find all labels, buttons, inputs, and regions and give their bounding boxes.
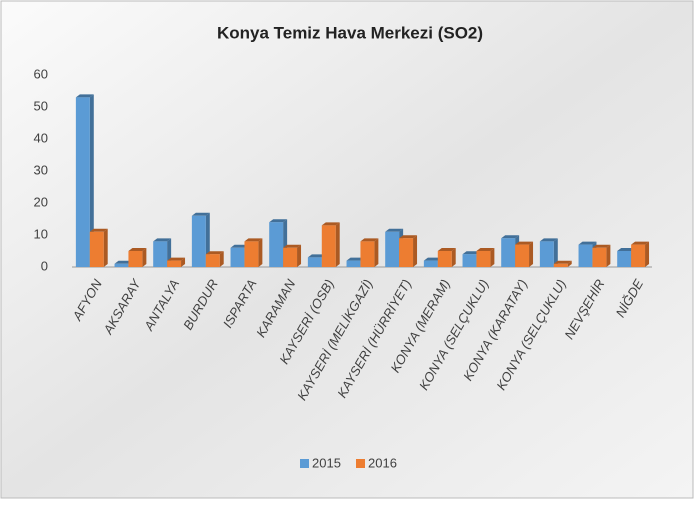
bar-top — [592, 244, 611, 248]
y-tick-label: 20 — [34, 194, 48, 209]
bar-top — [617, 248, 636, 251]
bar-top — [578, 241, 597, 245]
bar — [128, 251, 143, 267]
bar-side — [553, 238, 558, 267]
bar — [114, 263, 129, 267]
chart-title: Konya Temiz Hava Merkezi (SO2) — [217, 23, 483, 42]
bar — [423, 260, 438, 267]
bar — [399, 238, 414, 267]
bar-side — [413, 235, 418, 267]
bar-top — [283, 244, 302, 248]
bar-top — [153, 238, 172, 242]
bar — [462, 254, 477, 267]
bar — [592, 247, 607, 267]
bar-side — [645, 241, 650, 267]
bar-top — [89, 228, 108, 232]
bar-top — [399, 235, 418, 239]
bar — [539, 241, 554, 267]
bar-top — [244, 238, 263, 242]
bar — [167, 260, 182, 267]
y-tick-label: 50 — [34, 98, 48, 113]
bar-top — [476, 248, 495, 251]
bar-side — [490, 248, 495, 267]
bar-side — [567, 260, 572, 267]
bar-side — [142, 248, 147, 267]
bar-top — [515, 241, 534, 245]
bar-top — [191, 212, 210, 216]
bar-side — [374, 238, 379, 267]
bar — [515, 244, 530, 267]
bar-top — [631, 241, 650, 245]
legend-swatch — [356, 459, 365, 468]
bar — [631, 244, 646, 267]
bar — [501, 238, 516, 267]
bar-top — [423, 257, 442, 261]
bar-side — [297, 244, 302, 267]
bar-top — [385, 228, 404, 232]
bar-side — [181, 257, 186, 267]
bar-side — [529, 241, 534, 267]
bar — [578, 244, 593, 267]
bar-side — [606, 244, 611, 267]
bar-side — [89, 94, 94, 268]
y-tick-label: 60 — [34, 66, 48, 81]
bar-side — [103, 228, 108, 267]
bar-side — [335, 222, 340, 267]
bar — [617, 251, 632, 267]
bar-side — [258, 238, 263, 267]
bar — [153, 241, 168, 267]
bar — [553, 263, 568, 267]
bar-top — [269, 219, 288, 223]
bar — [346, 260, 361, 267]
bar-top — [307, 254, 326, 258]
y-tick-label: 30 — [34, 162, 48, 177]
bar-top — [205, 251, 224, 255]
legend-swatch — [300, 459, 309, 468]
bar-side — [219, 251, 224, 267]
bar — [476, 251, 491, 267]
bar-top — [501, 235, 520, 239]
bar-top — [360, 238, 379, 242]
bar — [244, 241, 259, 267]
bar — [89, 231, 104, 267]
bar — [191, 215, 206, 267]
legend-label: 2016 — [368, 455, 397, 470]
bar-top — [114, 260, 133, 264]
bar — [230, 247, 245, 267]
bar — [307, 257, 322, 267]
bar-side — [451, 248, 456, 267]
bar-top — [553, 260, 572, 264]
bar-top — [128, 248, 147, 251]
legend-label: 2015 — [312, 455, 341, 470]
y-tick-label: 10 — [34, 226, 48, 241]
bar-top — [75, 94, 94, 98]
bar-top — [462, 251, 481, 255]
bar — [269, 222, 284, 267]
bar — [437, 251, 452, 267]
y-tick-label: 40 — [34, 130, 48, 145]
bar-top — [437, 248, 456, 251]
y-tick-label: 0 — [41, 258, 48, 273]
bar — [205, 254, 220, 267]
bar-top — [167, 257, 186, 261]
bar-top — [539, 238, 558, 242]
bar-top — [321, 222, 340, 226]
bar — [321, 225, 336, 267]
bar — [385, 231, 400, 267]
bar-top — [230, 244, 249, 248]
bar — [360, 241, 375, 267]
bar-top — [346, 257, 365, 261]
bar — [75, 97, 90, 268]
bar — [283, 247, 298, 267]
